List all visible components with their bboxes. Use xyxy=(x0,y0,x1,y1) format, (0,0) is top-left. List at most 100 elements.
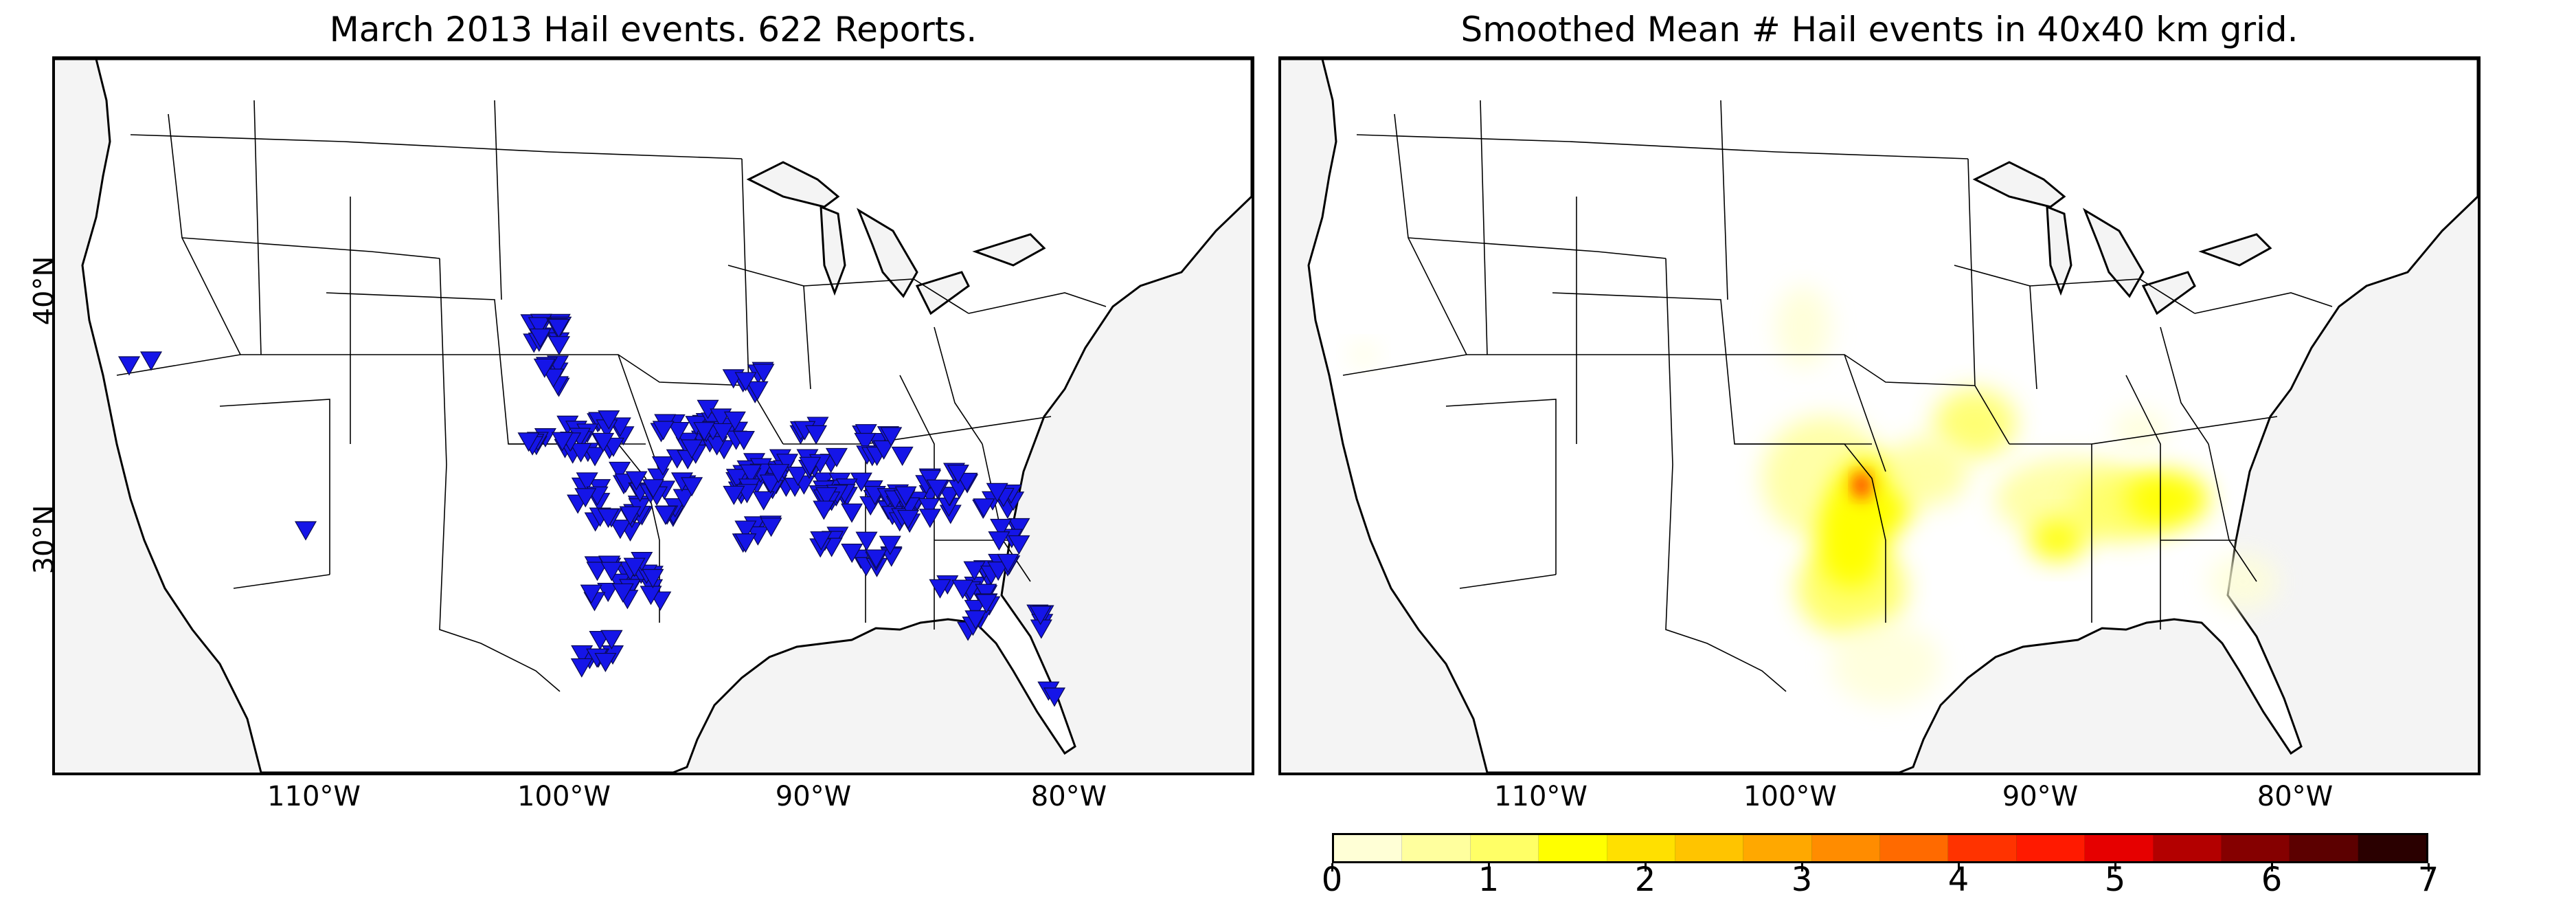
border-line xyxy=(494,100,502,300)
density-blob xyxy=(2112,410,2167,451)
hail-report-marker xyxy=(640,586,662,606)
border-line xyxy=(233,574,330,589)
hail-report-marker xyxy=(542,368,565,388)
colorbar xyxy=(1332,833,2428,863)
density-blob xyxy=(1350,344,1377,365)
lon-label-90w-left: 90°W xyxy=(775,781,852,812)
hail-report-marker xyxy=(569,443,592,463)
hail-report-marker xyxy=(712,423,734,443)
hail-report-marker xyxy=(652,421,675,441)
colorbar-segment xyxy=(1539,835,1607,861)
hail-report-marker xyxy=(598,410,620,430)
hail-report-marker xyxy=(988,531,1010,551)
colorbar-segment xyxy=(1675,835,1744,861)
border-line xyxy=(803,278,969,314)
colorbar-segment xyxy=(2085,835,2154,861)
hail-report-marker xyxy=(825,447,848,467)
hail-report-marker xyxy=(723,485,745,505)
colorbar-segment xyxy=(2358,835,2426,861)
hail-report-marker xyxy=(963,561,986,581)
hail-report-marker xyxy=(673,489,695,509)
density-peak-core xyxy=(1855,476,1868,495)
hail-report-marker xyxy=(752,364,775,384)
hail-reports-map xyxy=(52,56,1254,775)
border-line xyxy=(1459,574,1557,589)
border-line xyxy=(2029,278,2195,314)
border-line xyxy=(618,354,660,472)
border-line xyxy=(1735,443,1886,623)
hail-report-marker xyxy=(855,531,878,551)
hail-report-marker xyxy=(597,509,620,529)
hail-report-marker xyxy=(865,549,888,569)
colorbar-tick xyxy=(1645,863,1647,872)
hail-report-marker xyxy=(918,509,941,529)
border-line xyxy=(2091,416,2278,445)
hail-report-marker xyxy=(997,553,1019,573)
hail-report-marker xyxy=(897,509,920,530)
hail-report-marker xyxy=(725,469,748,489)
border-line xyxy=(1720,100,1728,300)
hail-report-marker xyxy=(760,518,782,537)
colorbar-tick xyxy=(2271,863,2273,872)
border-line xyxy=(253,100,262,355)
colorbar-tick-label: 1 xyxy=(1478,861,1500,899)
hail-report-marker xyxy=(609,520,631,540)
hail-report-marker xyxy=(938,487,960,507)
hail-report-marker xyxy=(551,432,574,452)
density-contours xyxy=(1350,286,2277,705)
hail-report-marker xyxy=(1029,606,1052,625)
hail-report-marker xyxy=(880,427,903,447)
hail-report-marker xyxy=(592,432,615,452)
great-lakes xyxy=(746,161,1046,315)
border-line xyxy=(219,399,330,575)
hail-report-marker xyxy=(975,594,998,614)
hail-report-marker xyxy=(872,440,895,460)
hail-report-markers xyxy=(117,313,1066,707)
hail-report-marker xyxy=(975,584,997,603)
density-blob xyxy=(1886,437,1968,506)
hail-report-marker xyxy=(580,584,602,604)
hail-report-marker xyxy=(973,498,995,518)
hail-report-marker xyxy=(619,506,642,526)
hail-report-marker xyxy=(1008,518,1030,537)
hail-report-marker xyxy=(986,482,1008,502)
lon-label-80w-right: 80°W xyxy=(2257,781,2334,812)
border-line xyxy=(865,416,1052,445)
hail-report-marker xyxy=(594,652,617,673)
hail-report-marker xyxy=(947,465,969,485)
border-line xyxy=(968,292,1107,314)
hail-report-marker xyxy=(854,432,877,452)
hail-report-marker xyxy=(654,505,677,525)
hail-report-marker xyxy=(799,456,822,476)
hail-report-marker xyxy=(840,503,863,523)
colorbar-segment xyxy=(1880,835,1949,861)
density-blob xyxy=(1817,492,1886,588)
hail-report-marker xyxy=(815,487,838,507)
state-borders xyxy=(1342,100,2333,692)
hail-report-marker xyxy=(625,471,648,491)
colorbar-segment xyxy=(1607,835,1675,861)
great-lakes xyxy=(1972,161,2272,315)
colorbar-tick xyxy=(1488,863,1490,872)
lon-label-100w-left: 100°W xyxy=(517,781,611,812)
density-blob xyxy=(2126,471,2208,526)
hail-report-marker xyxy=(584,447,607,467)
hail-report-marker xyxy=(746,381,769,401)
hail-report-marker xyxy=(547,318,570,339)
colorbar-segment xyxy=(2016,835,2086,861)
hail-report-marker xyxy=(926,479,949,499)
colorbar-tick xyxy=(1331,863,1333,872)
land-outline xyxy=(1281,59,2478,773)
border-line xyxy=(1665,258,1673,465)
colorbar-tick-label: 5 xyxy=(2104,861,2126,899)
colorbar-tick-label: 0 xyxy=(1321,861,1343,899)
colorbar-tick xyxy=(2114,863,2116,872)
hail-report-marker xyxy=(776,454,799,474)
hail-report-marker xyxy=(574,488,597,508)
hail-report-marker xyxy=(734,520,757,540)
colorbar-segment xyxy=(1402,835,1471,861)
right-map-title: Smoothed Mean # Hail events in 40x40 km … xyxy=(1460,10,2298,49)
hail-report-marker xyxy=(651,456,674,476)
hail-report-marker xyxy=(681,439,703,459)
border-line xyxy=(2194,292,2333,314)
